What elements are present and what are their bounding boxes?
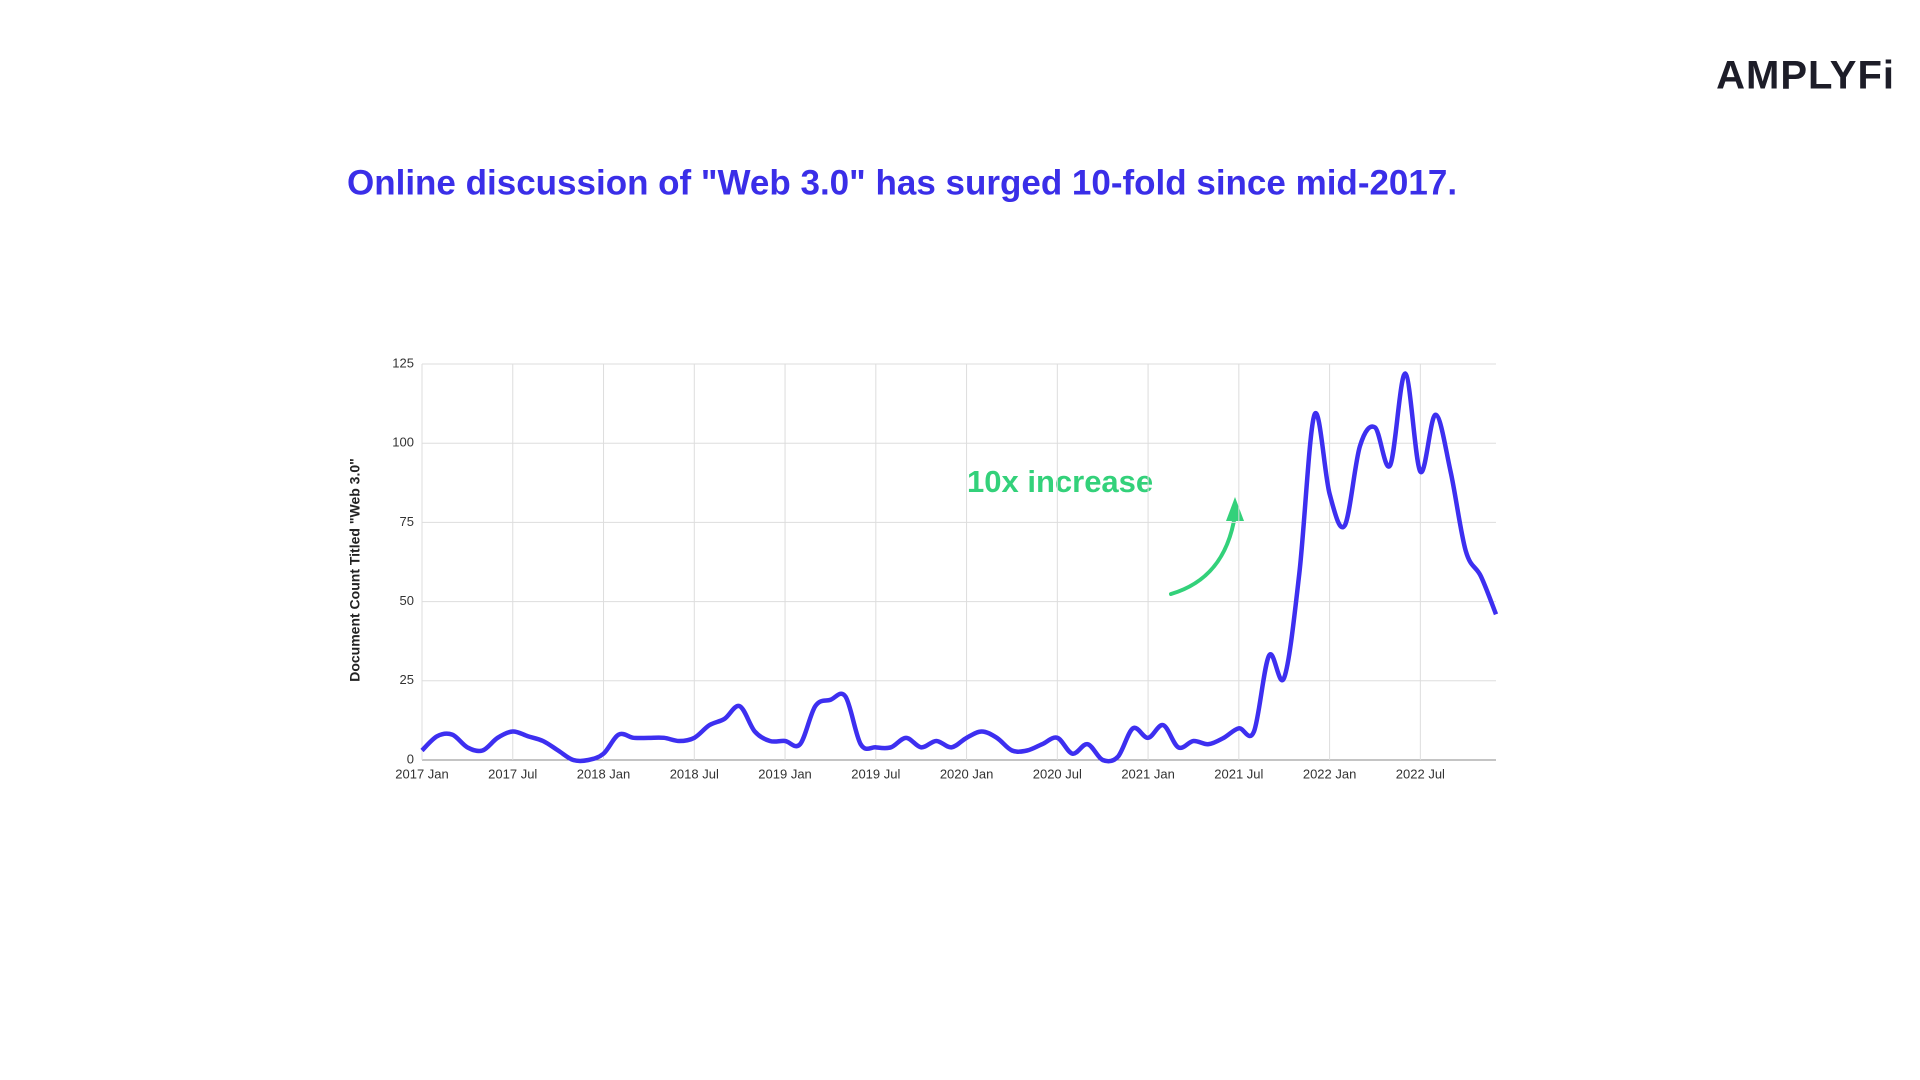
x-tick-label: 2020 Jul (1033, 766, 1082, 781)
x-tick-label: 2017 Jul (488, 766, 537, 781)
x-tick-label: 2021 Jul (1214, 766, 1263, 781)
annotation-arrowhead (1226, 497, 1244, 521)
y-axis-label: Document Count Titled "Web 3.0" (347, 458, 363, 682)
y-tick-label: 50 (400, 593, 414, 608)
x-tick-label: 2019 Jan (758, 766, 812, 781)
y-tick-label: 125 (392, 355, 414, 370)
y-tick-label: 75 (400, 514, 414, 529)
y-tick-label: 0 (407, 751, 414, 766)
x-tick-label: 2018 Jul (670, 766, 719, 781)
y-tick-label: 25 (400, 672, 414, 687)
line (420, 371, 1499, 764)
x-tick-label: 2022 Jan (1303, 766, 1357, 781)
x-tick-label: 2020 Jan (940, 766, 994, 781)
y-tick-label: 100 (392, 435, 414, 450)
x-tick-label: 2018 Jan (577, 766, 631, 781)
x-tick-label: 2019 Jul (851, 766, 900, 781)
chart-title: Online discussion of "Web 3.0" has surge… (347, 163, 1457, 202)
logo: AMPLYFi (1716, 54, 1895, 98)
annotation-arrow (1169, 513, 1237, 596)
x-tick-label: 2021 Jan (1121, 766, 1175, 781)
annotation: 10x increase (967, 464, 1153, 499)
x-tick-label: 2017 Jan (395, 766, 449, 781)
x-tick-label: 2022 Jul (1396, 766, 1445, 781)
